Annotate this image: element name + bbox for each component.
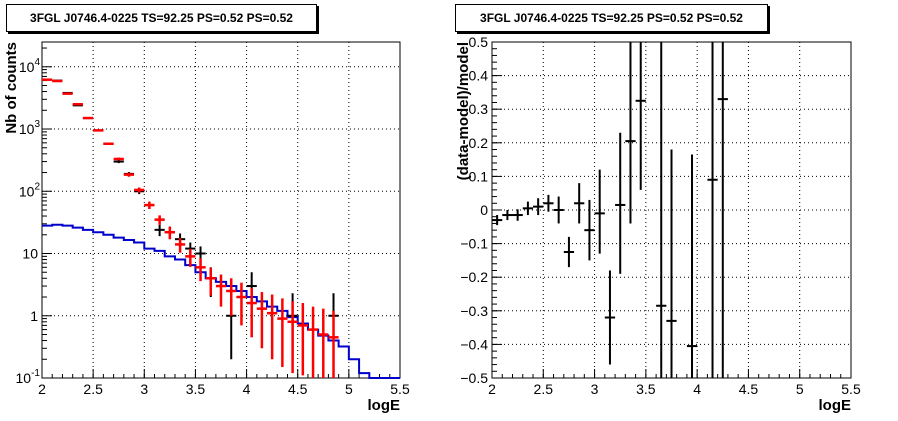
source-model-line <box>42 223 400 379</box>
residual-point <box>533 198 544 216</box>
y-tick-label: 1 <box>30 308 38 324</box>
model-point <box>287 301 298 374</box>
x-axis-title: logE <box>368 397 401 414</box>
y-tick-label: 0.4 <box>469 68 489 84</box>
x-tick-label: 4 <box>693 381 701 397</box>
residual-point <box>656 42 667 378</box>
y-tick-label: 10-1 <box>16 368 41 386</box>
model-point <box>195 258 206 282</box>
residual-point <box>543 194 554 212</box>
model-point <box>205 267 216 296</box>
model-point <box>134 187 145 193</box>
residual-point <box>594 169 605 254</box>
model-point <box>267 294 278 360</box>
model-point <box>144 201 155 209</box>
residual-point <box>563 236 575 268</box>
y-axis-title: (data-model)/model <box>455 42 472 180</box>
residual-point <box>584 199 595 261</box>
residual-point <box>707 42 718 378</box>
model-point <box>307 306 319 378</box>
y-tick-label: 0.3 <box>469 101 489 117</box>
y-tick-label: 0.1 <box>469 168 489 184</box>
y-axis-title: Nb of counts <box>3 42 20 134</box>
x-tick-label: 2 <box>38 381 46 397</box>
model-point <box>62 92 73 95</box>
x-tick-label: 3 <box>591 381 599 397</box>
model-point <box>246 287 257 338</box>
residual-point <box>625 42 636 224</box>
model-point <box>103 142 114 145</box>
x-tick-label: 2.5 <box>83 381 103 397</box>
x-tick-label: 5 <box>796 381 804 397</box>
residual-point <box>553 196 564 224</box>
model-point <box>123 172 135 177</box>
model-point <box>215 274 227 307</box>
model-point <box>174 238 186 253</box>
residual-point <box>615 132 626 274</box>
data-point <box>113 160 124 164</box>
left-chart-title: 3FGL J0746.4-0225 TS=92.25 PS=0.52 PS=0.… <box>6 4 317 32</box>
model-point <box>154 215 165 225</box>
plot-frame <box>41 41 401 379</box>
model-point <box>226 278 237 316</box>
y-tick-label: −0.3 <box>460 303 488 319</box>
x-tick-label: 5.5 <box>390 381 410 397</box>
x-tick-label: 5 <box>345 381 353 397</box>
residual-point <box>666 149 677 378</box>
residual-plot: 2 2.5 3 3.5 4 4.5 5 5.5 −0.5 −0.4 −0.3 −0.2 −0.1 0 0.1… <box>455 34 861 414</box>
model-point <box>82 116 94 120</box>
x-tick-label: 4 <box>243 381 251 397</box>
y-tick-label: 0.5 <box>469 34 489 50</box>
x-tick-label: 3.5 <box>186 381 206 397</box>
model-point <box>93 129 104 132</box>
residual-point <box>686 154 698 378</box>
x-axis-title: logE <box>819 397 852 414</box>
model-point <box>113 157 124 161</box>
y-tick-label: −0.1 <box>460 236 488 252</box>
model-point <box>297 303 308 376</box>
model-point <box>185 248 196 267</box>
model-point <box>72 102 83 106</box>
model-point <box>164 226 175 240</box>
x-tick-label: 4.5 <box>288 381 308 397</box>
residual-point <box>717 42 728 378</box>
residual-point <box>522 201 534 216</box>
y-tick-label: −0.5 <box>460 370 488 386</box>
model-point <box>42 78 53 81</box>
y-tick-label: 102 <box>19 181 41 199</box>
x-tick-label: 4.5 <box>739 381 759 397</box>
y-tick-label: 0 <box>480 202 488 218</box>
residual-point <box>635 42 646 190</box>
residual-point <box>512 209 523 221</box>
y-tick-label: −0.4 <box>460 336 488 352</box>
x-tick-label: 2 <box>488 381 496 397</box>
model-point <box>328 310 339 378</box>
model-point <box>256 292 268 349</box>
x-tick-label: 3 <box>140 381 148 397</box>
residual-point <box>502 210 513 221</box>
y-tick-label: 103 <box>19 119 41 137</box>
residual-point <box>492 215 503 226</box>
model-point <box>236 282 247 326</box>
residual-point <box>574 183 585 224</box>
y-tick-label: −0.2 <box>460 269 488 285</box>
residual-point <box>604 270 616 365</box>
y-tick-label: 10 <box>22 246 38 262</box>
x-tick-label: 5.5 <box>841 381 861 397</box>
x-tick-label: 3.5 <box>636 381 656 397</box>
y-tick-label: 104 <box>19 57 41 75</box>
counts-plot: 2 2.5 3 3.5 4 4.5 5 5.5 10-1 1 10 102 103 104 logE Nb o… <box>3 41 410 414</box>
data-point <box>154 224 165 237</box>
right-chart-title: 3FGL J0746.4-0225 TS=92.25 PS=0.52 PS=0.… <box>455 4 768 32</box>
model-point <box>277 298 288 368</box>
model-point <box>318 308 329 378</box>
x-tick-label: 2.5 <box>534 381 554 397</box>
y-tick-label: 0.2 <box>469 135 489 151</box>
model-point <box>52 79 63 83</box>
